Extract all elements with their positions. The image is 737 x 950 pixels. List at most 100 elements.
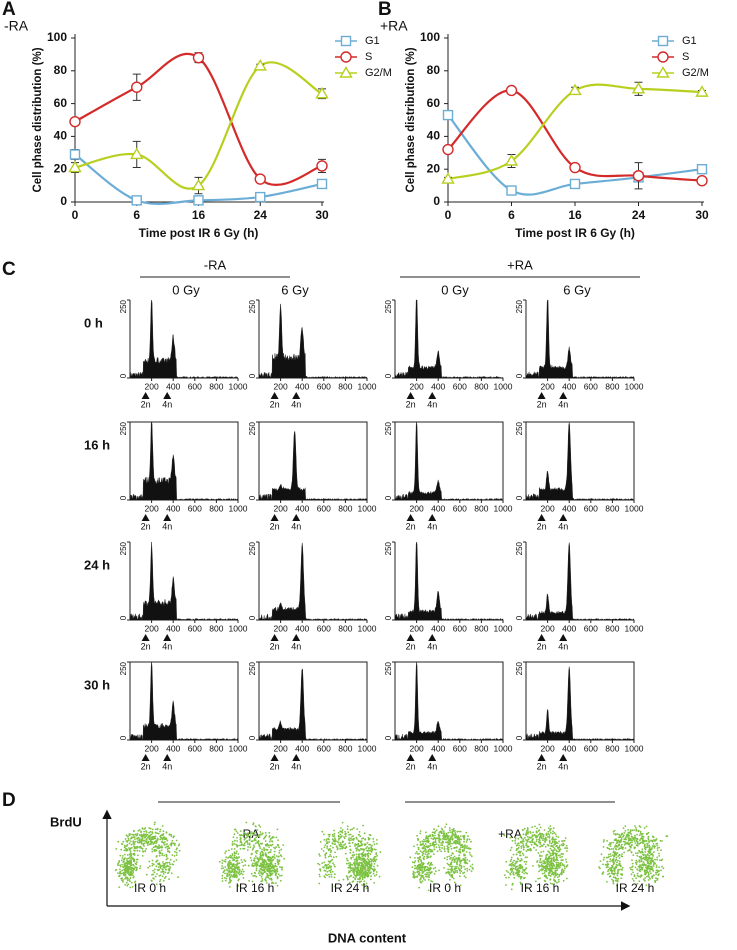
flow-dot xyxy=(635,839,638,842)
flow-dot xyxy=(618,836,620,839)
flow-dot xyxy=(628,834,630,837)
flow-dot xyxy=(249,835,252,837)
flow-dot xyxy=(339,835,342,838)
flow-dot xyxy=(431,844,434,846)
flow-dot xyxy=(225,850,228,853)
flow-dot xyxy=(337,841,340,844)
flow-dot xyxy=(128,878,131,881)
flow-dot xyxy=(449,845,452,848)
flow-dot xyxy=(532,838,534,840)
flow-dot xyxy=(638,860,641,863)
flow-dot xyxy=(635,827,637,829)
flow-dot xyxy=(163,877,166,879)
flow-dot xyxy=(371,859,373,862)
flow-dot xyxy=(545,867,547,870)
flow-dot xyxy=(236,837,238,839)
flow-dot xyxy=(137,854,139,857)
flow-dot xyxy=(248,842,251,845)
flow-dot xyxy=(512,864,514,867)
series-line xyxy=(74,52,323,187)
flow-dot xyxy=(152,836,154,838)
flow-dot xyxy=(542,850,545,853)
flow-dot xyxy=(470,855,473,858)
flow-dot xyxy=(264,852,267,855)
flow-dot xyxy=(334,851,336,854)
flow-dot xyxy=(416,853,419,855)
flow-dot xyxy=(520,845,523,848)
flow-dot xyxy=(362,848,365,851)
flow-dot xyxy=(634,834,636,837)
flow-dot xyxy=(265,867,267,869)
flow-dot xyxy=(551,862,554,865)
y-tick-label: 0 xyxy=(433,194,440,208)
flow-dot xyxy=(271,840,273,842)
histogram xyxy=(258,303,368,379)
flow-dot xyxy=(639,830,642,833)
flow-dot xyxy=(565,861,568,863)
flow-dot xyxy=(365,882,368,885)
flow-dot xyxy=(424,879,426,881)
flow-dot xyxy=(631,865,634,868)
y-tick-label: 250 xyxy=(384,299,393,313)
x-tick-label: 30 xyxy=(315,208,329,222)
flow-dot xyxy=(264,832,267,834)
flow-dot xyxy=(660,869,662,872)
flow-dot xyxy=(420,860,423,863)
flow-dot xyxy=(450,856,452,859)
flow-dot xyxy=(534,825,536,828)
flow-dot xyxy=(238,878,240,880)
ploidy-label: 4n xyxy=(162,641,172,651)
flow-dot xyxy=(161,871,164,873)
flow-dot xyxy=(566,850,568,852)
flow-dot xyxy=(218,860,221,863)
flow-dot xyxy=(232,871,235,873)
flow-dot xyxy=(442,835,444,837)
flow-dot xyxy=(566,877,568,880)
flow-dot xyxy=(228,877,231,880)
flow-dot xyxy=(620,877,623,880)
flow-dot xyxy=(130,853,133,855)
flow-dot xyxy=(370,851,373,853)
flow-dot xyxy=(646,842,648,845)
flow-dot xyxy=(545,875,547,878)
flow-dot xyxy=(253,837,256,840)
time-label: 30 h xyxy=(84,677,110,692)
flow-dot xyxy=(235,857,237,859)
flow-dot xyxy=(455,857,458,860)
flow-dot xyxy=(136,861,138,864)
flow-dot xyxy=(622,846,625,849)
flow-dot xyxy=(656,849,659,852)
flow-dot xyxy=(351,835,354,838)
flow-dot xyxy=(424,845,427,848)
flow-dot xyxy=(556,867,559,870)
flow-dot xyxy=(562,879,565,882)
flow-dot xyxy=(538,829,541,832)
flow-dot xyxy=(220,867,223,870)
flow-dot xyxy=(224,872,226,875)
flow-dot xyxy=(508,864,511,866)
y-tick-label: 0 xyxy=(119,373,128,378)
flow-dot xyxy=(430,880,432,882)
flow-dot xyxy=(124,872,126,875)
flow-dot xyxy=(226,873,229,876)
flow-dot xyxy=(336,847,339,850)
flow-dot xyxy=(167,868,170,871)
flow-dot xyxy=(559,856,562,859)
flow-dot xyxy=(246,841,249,844)
flow-dot xyxy=(328,870,331,872)
flow-dot xyxy=(540,868,543,870)
flow-dot xyxy=(268,840,271,843)
flow-dot xyxy=(172,842,175,845)
flow-dot xyxy=(242,834,244,837)
ploidy-label: 2n xyxy=(406,521,416,531)
flow-dot xyxy=(362,851,365,853)
flow-dot xyxy=(136,832,139,835)
x-tick-label: 200 xyxy=(145,743,159,753)
flow-dot xyxy=(362,837,365,840)
flow-dot xyxy=(122,855,124,857)
histogram xyxy=(129,421,239,501)
flow-dot xyxy=(327,860,330,863)
flow-dot xyxy=(341,847,344,849)
